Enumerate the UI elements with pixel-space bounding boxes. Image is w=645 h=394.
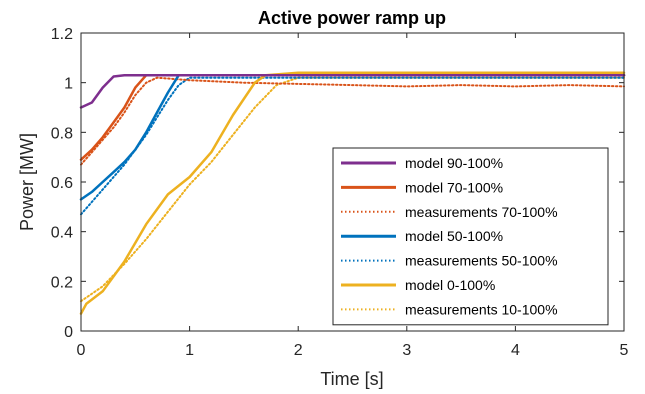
series-line-4 — [80, 76, 625, 216]
x-tick-label: 0 — [77, 342, 86, 359]
legend-label: model 70-100% — [405, 179, 503, 195]
x-tick-label: 5 — [620, 342, 629, 359]
x-tick-label: 4 — [511, 342, 520, 359]
series-line-2 — [80, 76, 625, 166]
y-tick-label: 0.4 — [51, 225, 73, 242]
y-tick-label: 0 — [64, 324, 73, 341]
chart-title: Active power ramp up — [258, 8, 446, 28]
series-line-0 — [79, 73, 626, 109]
legend: model 90-100% model 70-100% measurements 7… — [332, 147, 609, 326]
legend-label: measurements 10-100% — [405, 301, 558, 317]
y-axis-label: Power [MW] — [17, 133, 37, 231]
legend-label: measurements 70-100% — [405, 204, 558, 220]
x-tick-label: 1 — [185, 342, 194, 359]
legend-label: model 90-100% — [405, 155, 503, 171]
legend-label: model 50-100% — [405, 228, 503, 244]
ticks-layer: 0 1 2 3 4 5 0 0.2 0.4 0.6 0.8 1 1.2 — [51, 26, 629, 359]
x-tick-label: 3 — [402, 342, 411, 359]
series-layer — [79, 71, 626, 315]
legend-label: measurements 50-100% — [405, 253, 558, 269]
y-tick-label: 1 — [64, 76, 73, 93]
y-tick-label: 0.2 — [51, 274, 73, 291]
x-tick-label: 2 — [294, 342, 303, 359]
y-tick-label: 1.2 — [51, 26, 73, 43]
series-line-6 — [80, 76, 625, 303]
x-axis-label: Time [s] — [320, 369, 383, 389]
legend-label: model 0-100% — [405, 277, 495, 293]
y-tick-label: 0.6 — [51, 175, 73, 192]
y-tick-label: 0.8 — [51, 125, 73, 142]
series-line-3 — [79, 73, 626, 201]
